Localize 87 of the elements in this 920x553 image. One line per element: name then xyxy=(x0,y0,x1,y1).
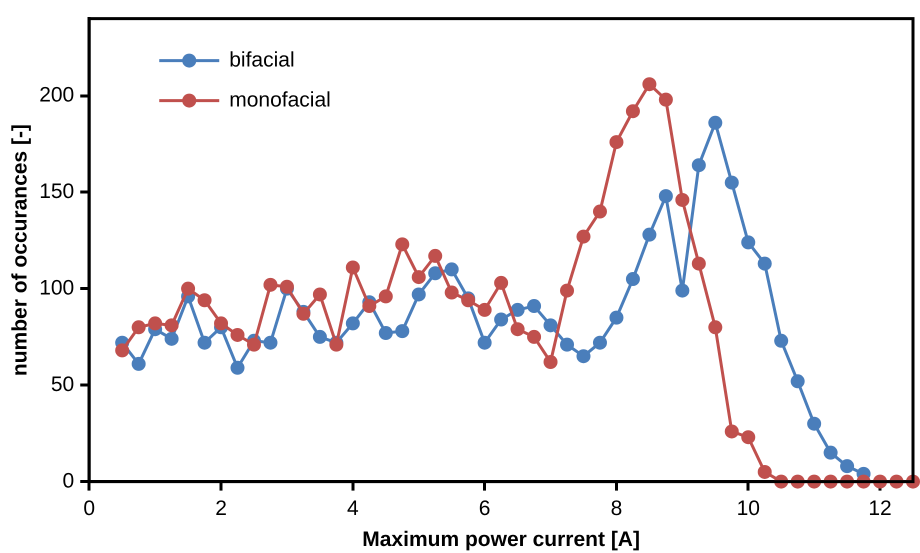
x-tick-label: 0 xyxy=(83,496,96,520)
point xyxy=(724,176,739,190)
point xyxy=(230,328,245,342)
point xyxy=(214,316,228,330)
x-tick-label: 6 xyxy=(478,496,490,520)
point xyxy=(478,302,492,317)
point xyxy=(658,92,673,107)
point xyxy=(510,302,525,317)
point xyxy=(576,349,590,364)
x-axis-title: Maximum power current [A] xyxy=(362,528,640,552)
point xyxy=(395,324,410,338)
point xyxy=(263,278,278,292)
point xyxy=(824,446,838,460)
legend-label: bifacial xyxy=(229,48,295,72)
point xyxy=(544,354,558,369)
point xyxy=(494,276,508,290)
point xyxy=(774,334,788,348)
point xyxy=(148,316,162,330)
y-tick-label: 150 xyxy=(39,180,74,204)
point xyxy=(560,338,574,352)
y-tick-label: 100 xyxy=(39,276,74,300)
point xyxy=(560,284,574,298)
point xyxy=(576,230,590,244)
point xyxy=(790,374,805,388)
point xyxy=(692,256,706,271)
point xyxy=(658,189,673,204)
point xyxy=(164,318,179,332)
point xyxy=(115,343,130,358)
point xyxy=(230,360,245,375)
point xyxy=(544,318,558,332)
point xyxy=(378,326,393,340)
point xyxy=(642,77,656,92)
point xyxy=(510,322,525,336)
point xyxy=(198,336,212,350)
point xyxy=(527,299,542,314)
point xyxy=(132,356,146,371)
point xyxy=(708,116,722,130)
point xyxy=(181,282,196,296)
point xyxy=(346,316,360,330)
point xyxy=(527,330,542,344)
point xyxy=(362,299,376,314)
point xyxy=(428,266,442,280)
point xyxy=(807,416,822,431)
x-tick-label: 4 xyxy=(347,496,359,520)
point xyxy=(478,336,492,350)
point xyxy=(675,284,690,298)
point xyxy=(609,135,624,150)
point xyxy=(494,312,508,327)
point xyxy=(675,192,690,207)
point xyxy=(395,237,410,252)
point xyxy=(741,430,756,444)
point xyxy=(263,336,278,350)
point xyxy=(626,272,640,286)
x-tick-label: 8 xyxy=(610,496,622,520)
point xyxy=(164,332,179,346)
point xyxy=(708,320,722,334)
legend-label: monofacial xyxy=(229,88,331,112)
point xyxy=(840,459,854,474)
point xyxy=(758,464,772,479)
point xyxy=(312,287,327,302)
point xyxy=(378,289,393,304)
x-tick-label: 12 xyxy=(868,496,892,520)
point xyxy=(412,287,426,302)
point xyxy=(444,286,459,300)
point xyxy=(312,330,327,344)
point xyxy=(724,424,739,438)
point xyxy=(592,204,607,219)
point xyxy=(758,256,772,271)
point xyxy=(246,338,261,352)
y-tick-label: 50 xyxy=(50,372,74,396)
point xyxy=(412,270,426,284)
y-tick-label: 200 xyxy=(39,84,74,107)
point xyxy=(428,248,442,263)
y-axis-title: number of occurances [-] xyxy=(8,124,32,376)
point xyxy=(609,310,624,325)
point xyxy=(346,260,360,274)
point xyxy=(692,158,706,172)
point xyxy=(741,235,756,250)
x-tick-label: 2 xyxy=(215,496,227,520)
point xyxy=(444,262,459,276)
point xyxy=(626,104,640,118)
x-tick-label: 10 xyxy=(736,496,760,520)
point xyxy=(198,293,212,308)
point xyxy=(132,320,146,334)
point xyxy=(642,228,656,242)
point xyxy=(592,336,607,350)
y-tick-label: 0 xyxy=(62,469,74,492)
